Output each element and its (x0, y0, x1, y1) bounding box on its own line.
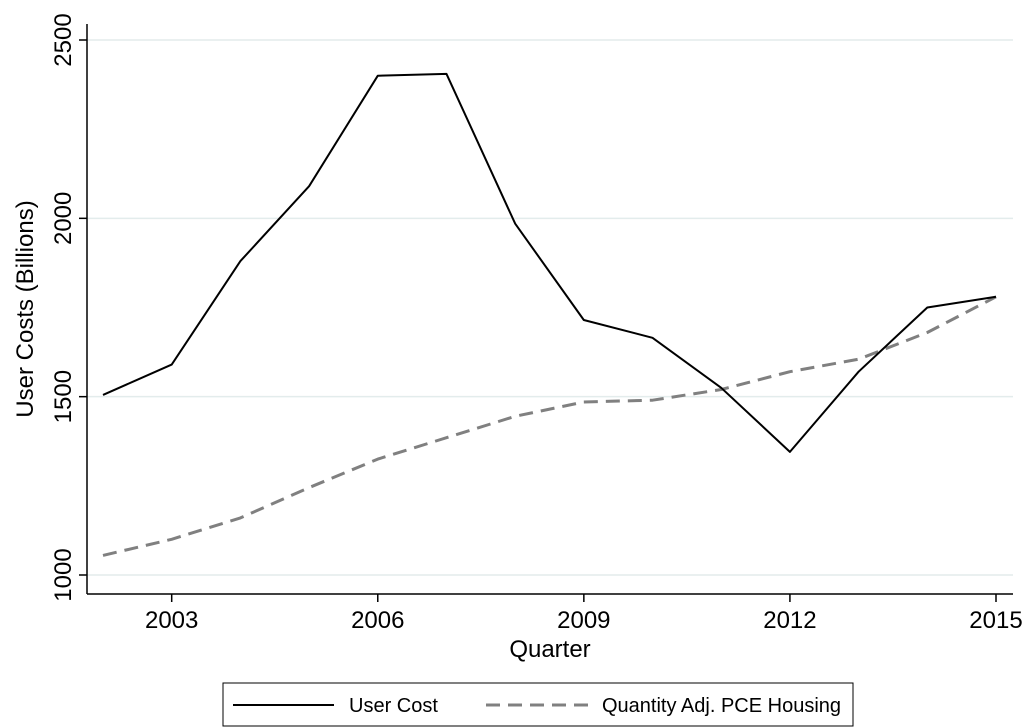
legend: User Cost Quantity Adj. PCE Housing (222, 682, 854, 727)
series-line-pce-housing (102, 295, 997, 557)
y-tick-label: 2500 (50, 13, 77, 66)
x-tick-label: 2009 (557, 607, 610, 634)
legend-label-pce-housing: Quantity Adj. PCE Housing (602, 695, 841, 717)
y-tick-label: 1500 (50, 370, 77, 423)
x-axis-ticks: 2003 2006 2009 2012 2015 (145, 594, 1023, 634)
x-tick-label: 2003 (145, 607, 198, 634)
y-axis-ticks: 1000 1500 2000 2500 (50, 13, 87, 602)
y-tick-label: 2000 (50, 192, 77, 245)
x-tick-label: 2006 (351, 607, 404, 634)
y-tick-label: 1000 (50, 548, 77, 601)
x-tick-label: 2012 (763, 607, 816, 634)
legend-label-user-cost: User Cost (349, 695, 438, 717)
grid-lines (87, 39, 1013, 576)
series-lines (102, 72, 997, 557)
y-axis-title: User Costs (Billions) (12, 200, 39, 417)
x-tick-label: 2015 (969, 607, 1022, 634)
series-line-user-cost (102, 72, 997, 453)
x-axis-title: Quarter (509, 636, 590, 663)
